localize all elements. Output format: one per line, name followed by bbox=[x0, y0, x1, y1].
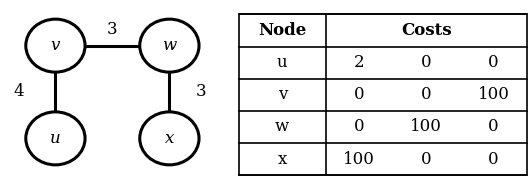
Text: 0: 0 bbox=[354, 86, 365, 103]
Text: u: u bbox=[50, 130, 61, 147]
Ellipse shape bbox=[140, 19, 199, 72]
Ellipse shape bbox=[26, 112, 85, 165]
Text: v: v bbox=[51, 37, 60, 54]
Text: v: v bbox=[278, 86, 287, 103]
Text: 0: 0 bbox=[488, 118, 499, 135]
Text: x: x bbox=[278, 151, 287, 168]
Text: u: u bbox=[277, 54, 288, 71]
Ellipse shape bbox=[140, 112, 199, 165]
Text: 4: 4 bbox=[14, 84, 24, 100]
Text: x: x bbox=[165, 130, 174, 147]
Text: 3: 3 bbox=[107, 21, 118, 38]
Text: w: w bbox=[275, 118, 289, 135]
Text: 0: 0 bbox=[421, 54, 431, 71]
Ellipse shape bbox=[26, 19, 85, 72]
Text: 0: 0 bbox=[488, 54, 499, 71]
Text: 100: 100 bbox=[343, 151, 375, 168]
Text: 0: 0 bbox=[488, 151, 499, 168]
Text: 100: 100 bbox=[478, 86, 509, 103]
Text: w: w bbox=[162, 37, 176, 54]
Text: Costs: Costs bbox=[401, 22, 452, 39]
Text: 0: 0 bbox=[354, 118, 365, 135]
Text: 100: 100 bbox=[410, 118, 442, 135]
Text: 3: 3 bbox=[196, 84, 207, 100]
Text: 0: 0 bbox=[421, 86, 431, 103]
Text: 0: 0 bbox=[421, 151, 431, 168]
Text: 2: 2 bbox=[354, 54, 365, 71]
Text: Node: Node bbox=[258, 22, 306, 39]
